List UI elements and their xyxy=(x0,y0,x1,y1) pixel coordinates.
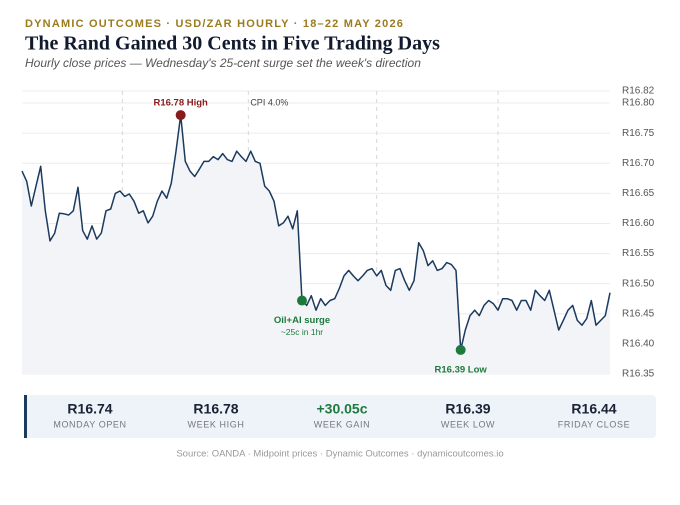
annotation: CPI 4.0% xyxy=(250,97,288,107)
y-tick-label: R16.60 xyxy=(622,218,655,229)
stat-value: R16.39 xyxy=(445,401,490,417)
y-tick-label: R16.50 xyxy=(622,278,655,289)
stat-label: WEEK HIGH xyxy=(188,419,245,429)
y-tick-label: R16.40 xyxy=(622,339,655,350)
source: Source: OANDA · Midpoint prices · Dynami… xyxy=(176,449,503,460)
stat-label: WEEK GAIN xyxy=(314,419,370,429)
stat-label: MONDAY OPEN xyxy=(53,419,126,429)
annotation: Oil+AI surge xyxy=(274,315,330,326)
chart-title: The Rand Gained 30 Cents in Five Trading… xyxy=(25,33,440,55)
annotation-marker xyxy=(297,295,307,306)
y-tick-label: R16.65 xyxy=(622,188,655,199)
y-tick-label: R16.75 xyxy=(622,128,655,139)
chart-subtitle: Hourly close prices — Wednesday's 25-cen… xyxy=(25,56,421,70)
annotation: R16.39 Low xyxy=(435,364,488,375)
y-tick-label: R16.70 xyxy=(622,158,655,169)
eyebrow: DYNAMIC OUTCOMES · USD/ZAR HOURLY · 18–2… xyxy=(25,18,404,30)
stat-value: R16.44 xyxy=(571,401,616,417)
annotation-sub: ~25c in 1hr xyxy=(281,327,323,337)
stats-panel xyxy=(24,395,656,438)
annotation: R16.78 High xyxy=(153,98,208,109)
y-tick-label: R16.55 xyxy=(622,248,655,259)
line xyxy=(21,114,611,351)
stat-value: +30.05c xyxy=(317,401,368,417)
stat-label: FRIDAY CLOSE xyxy=(558,419,630,429)
stat-label: WEEK LOW xyxy=(441,419,495,429)
stat-value: R16.74 xyxy=(67,401,112,417)
annotation-marker xyxy=(455,344,466,355)
stat-value: R16.78 xyxy=(193,401,238,417)
y-tick-label: R16.45 xyxy=(622,308,655,319)
y-tick-label: R16.80 xyxy=(622,98,655,109)
annotation-marker xyxy=(175,110,186,121)
stats-accent xyxy=(24,395,27,438)
y-tick-label: R16.82 xyxy=(622,86,655,97)
y-tick-label: R16.35 xyxy=(622,369,655,380)
area xyxy=(22,115,610,374)
